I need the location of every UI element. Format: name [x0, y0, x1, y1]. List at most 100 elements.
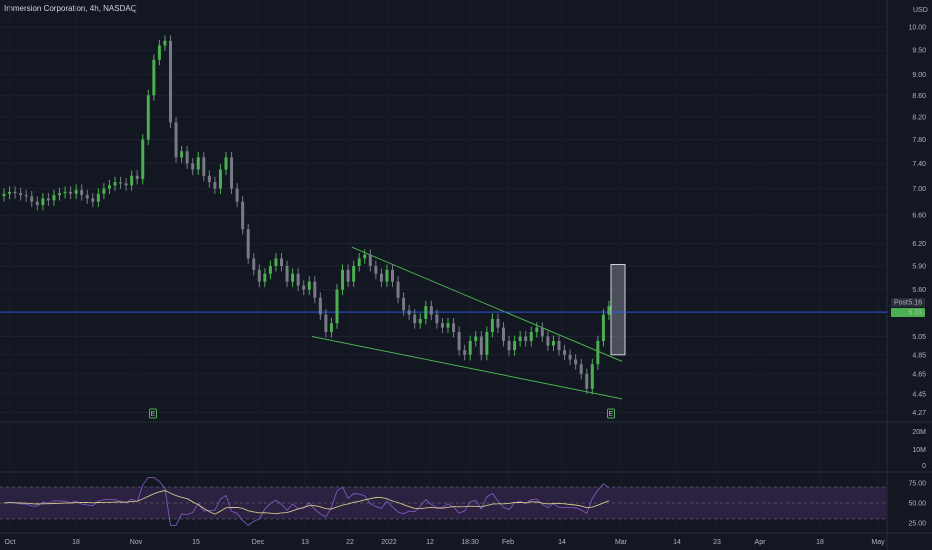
time-tick-label: 12 [426, 539, 434, 546]
post-value: 5.16 [908, 300, 922, 307]
candle-body [402, 297, 406, 311]
rsi-pane [0, 476, 887, 526]
candle-body [446, 323, 450, 328]
price-tick-label: 6.20 [912, 241, 926, 248]
candle-body [63, 191, 67, 194]
time-tick-label: Mar [615, 539, 628, 546]
candle-body [185, 151, 189, 164]
price-tick-label: 7.40 [912, 161, 926, 168]
candle-body [30, 196, 34, 202]
candle-body [396, 281, 400, 298]
candle-body [74, 189, 78, 194]
time-tick-label: 14 [673, 539, 681, 546]
candle-body [207, 175, 211, 183]
price-tick-label: 9.50 [912, 48, 926, 55]
candle-body [374, 266, 378, 274]
time-tick-label: Feb [502, 539, 514, 546]
candle-body [196, 157, 200, 170]
candles [2, 35, 611, 395]
earnings-marker-label: E [609, 411, 614, 418]
candle-body [596, 341, 600, 365]
rsi-line [3, 476, 610, 526]
candle-body [318, 297, 322, 315]
candle-body [407, 310, 411, 315]
axes: 10.00 9.50 9.00 8.60 8.20 7.80 7.40 7.00 6.60 6.2… [5, 24, 927, 546]
rsi-tick-label: 50.00 [908, 501, 926, 508]
currency-label[interactable]: USD [913, 7, 928, 14]
candle-body [213, 182, 217, 189]
post-label: Post [894, 300, 908, 307]
earnings-marker [149, 408, 157, 419]
candle-body [85, 195, 89, 199]
candle-body [496, 318, 500, 328]
price-tick-label: 4.85 [912, 352, 926, 359]
time-tick-label: 18:30 [461, 539, 479, 546]
rsi-ma-line [3, 490, 610, 515]
price-tick-label: 7.00 [912, 186, 926, 193]
candle-body [46, 198, 50, 201]
time-tick-label: May [871, 539, 885, 546]
wedge-trendlines [0, 246, 887, 400]
rsi-tick-label: 75.00 [908, 481, 926, 488]
candle-body [563, 350, 567, 355]
candle-body [235, 188, 239, 202]
candle-body [524, 336, 528, 342]
candle-body [2, 193, 6, 197]
candle-body [346, 269, 350, 282]
candle-body [141, 139, 145, 179]
candle-body [457, 332, 461, 351]
candle-body [385, 269, 389, 282]
volume-tick-label: 0 [922, 463, 926, 470]
earnings-marker [607, 408, 615, 419]
candle-body [80, 189, 84, 196]
candle-body [52, 195, 56, 201]
candle-body [485, 332, 489, 355]
candle-body [363, 254, 367, 259]
candle-body [241, 201, 245, 230]
candle-body [313, 281, 317, 298]
candle-body [8, 191, 12, 194]
volume-tick-label: 20M [912, 429, 926, 436]
candle-body [174, 122, 178, 158]
candle-body [69, 191, 73, 194]
candle-body [490, 318, 494, 333]
candle-body [540, 327, 544, 337]
price-tick-label: 6.60 [912, 213, 926, 220]
candle-body [341, 269, 345, 290]
candle-body [163, 40, 167, 46]
time-tick-label: Dec [252, 539, 265, 546]
candle-body [157, 45, 161, 60]
time-tick-label: Apr [755, 539, 767, 546]
time-tick-label: 13 [301, 539, 309, 546]
chart-title: Immersion Corporation, 4h, NASDAQ [4, 4, 137, 13]
candle-body [96, 193, 100, 202]
candle-body [280, 258, 283, 267]
candle-body [429, 306, 433, 315]
candle-body [546, 336, 550, 346]
candle-body [202, 157, 206, 176]
candle-body [518, 336, 522, 342]
candle-body [130, 175, 134, 186]
candle-body [180, 151, 184, 158]
candle-body [324, 314, 328, 333]
earnings-marker-label: E [151, 411, 156, 418]
price-tick-label: 8.20 [912, 114, 926, 121]
candle-body [246, 229, 250, 259]
candle-body [91, 198, 95, 202]
candle-body [440, 323, 444, 328]
candle-body [58, 193, 61, 196]
volume-tick-label: 10M [912, 447, 926, 454]
candle-body [357, 258, 361, 267]
candle-body [274, 258, 278, 267]
post-label-bg [891, 298, 925, 308]
candle-body [35, 201, 39, 206]
candle-body [352, 266, 356, 282]
candle-body [502, 327, 505, 342]
candle-body [529, 332, 533, 342]
price-tick-label: 8.60 [912, 93, 926, 100]
time-tick-label: 15 [192, 539, 200, 546]
candle-body [263, 273, 267, 282]
candle-body [113, 182, 117, 186]
candle-body [191, 163, 195, 170]
